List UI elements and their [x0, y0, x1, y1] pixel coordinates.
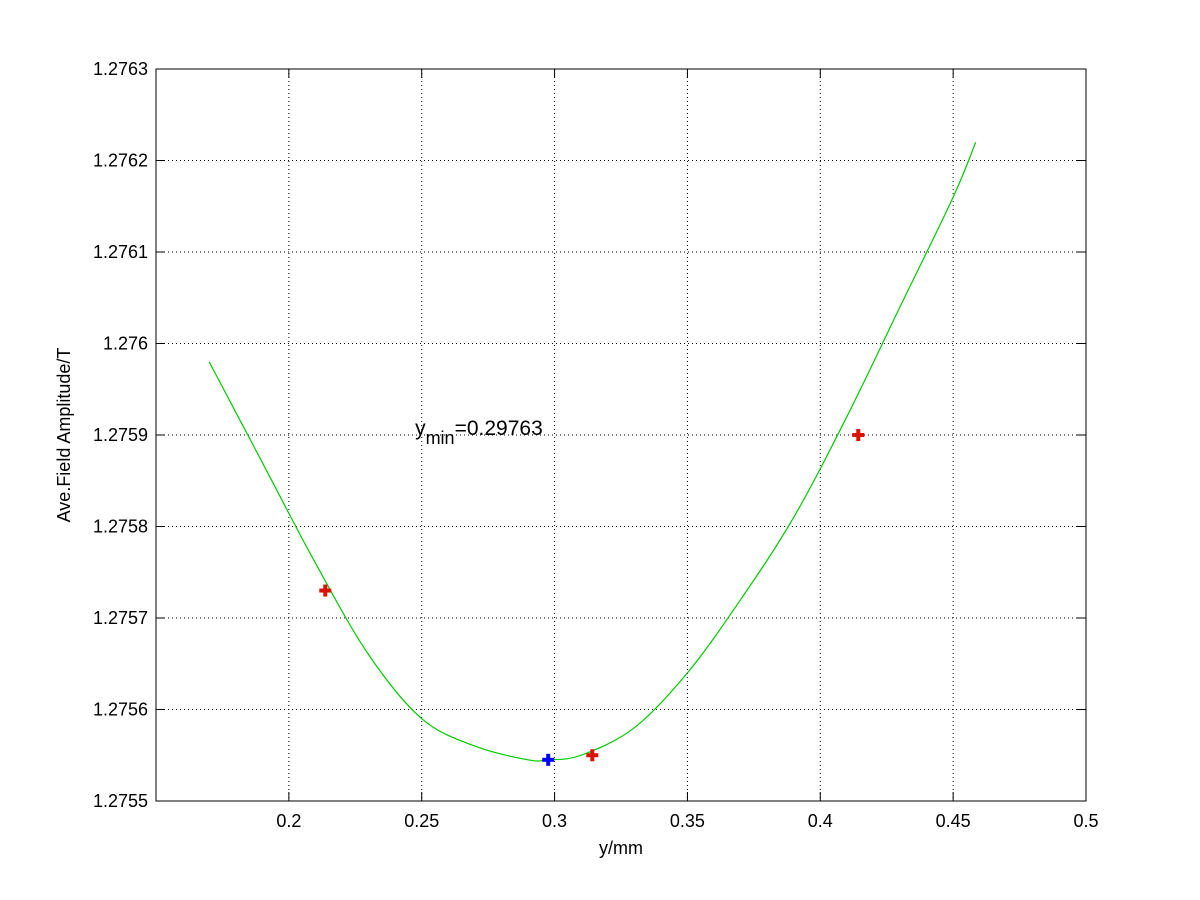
x-tick-label: 0.4: [808, 811, 833, 831]
x-axis-label: y/mm: [599, 838, 643, 858]
series-layer: [208, 141, 977, 766]
annotation-value: =0.29763: [455, 417, 543, 440]
x-tick-label: 0.45: [936, 811, 971, 831]
y-tick-label: 1.2761: [93, 242, 148, 262]
minimum-annotation: ymin=0.29763: [415, 417, 543, 448]
x-tick-label: 0.3: [542, 811, 567, 831]
y-tick-label: 1.2758: [93, 517, 148, 537]
grid-lines: [156, 69, 1086, 801]
y-tick-label: 1.276: [103, 334, 148, 354]
x-tick-label: 0.25: [404, 811, 439, 831]
y-tick-label: 1.2755: [93, 791, 148, 811]
x-tick-labels: 0.2 0.25 0.3 0.35 0.4 0.45 0.5: [276, 811, 1098, 831]
y-tick-labels: 1.2755 1.2756 1.2757 1.2758 1.2759 1.276 1.276…: [93, 59, 148, 811]
fit-curve-line: [208, 141, 977, 762]
axis-ticks: [156, 68, 1087, 802]
annotation-subscript: min: [426, 428, 455, 448]
y-tick-label: 1.2759: [93, 425, 148, 445]
minimum-point-marker: [542, 753, 555, 766]
data-point-marker: [852, 429, 865, 441]
x-tick-label: 0.2: [276, 811, 301, 831]
y-tick-label: 1.2756: [93, 700, 148, 720]
y-tick-label: 1.2757: [93, 608, 148, 628]
y-axis-label: Ave.Field Amplitude/T: [54, 348, 74, 523]
data-point-marker: [319, 584, 332, 597]
y-tick-label: 1.2763: [93, 59, 148, 79]
x-tick-label: 0.35: [670, 811, 705, 831]
annotation-base: y: [415, 417, 426, 440]
data-point-marker: [586, 749, 599, 762]
y-tick-label: 1.2762: [93, 151, 148, 171]
x-tick-label: 0.5: [1073, 811, 1098, 831]
